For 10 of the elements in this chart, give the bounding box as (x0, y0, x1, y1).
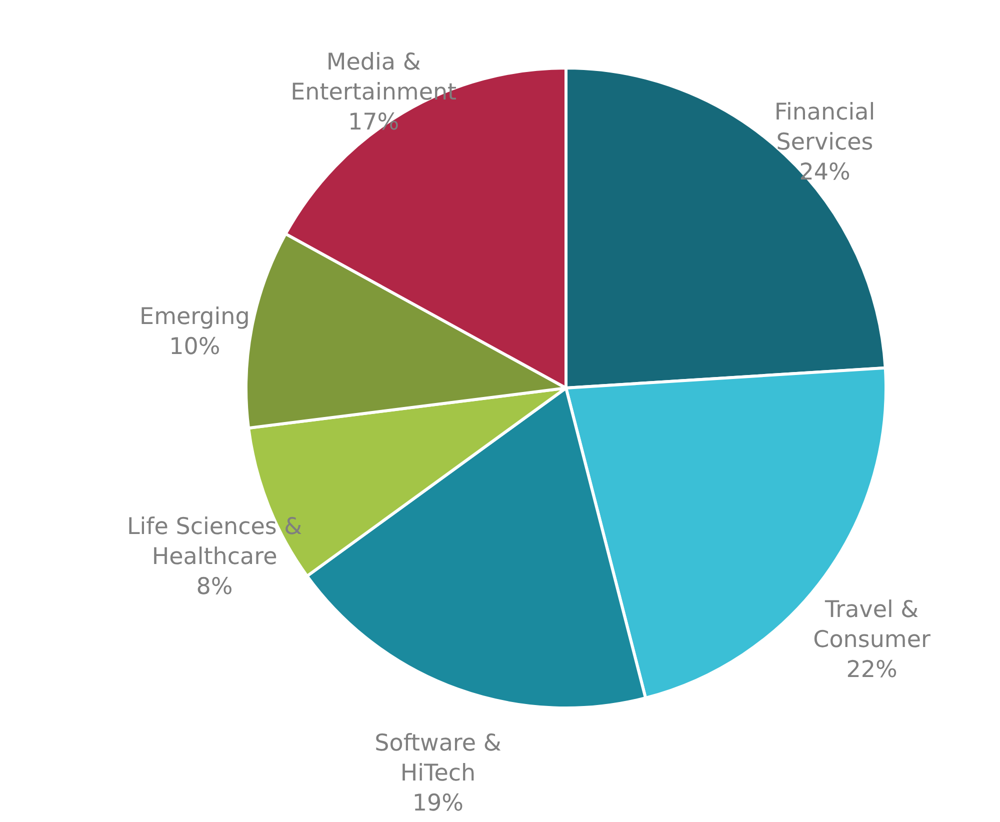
data-label: 10% (169, 334, 220, 360)
data-label: 22% (846, 657, 898, 684)
slice-label: Travel & Consumer (813, 597, 931, 654)
data-label: 8% (196, 574, 233, 600)
slice-label: Financial Services (774, 99, 876, 156)
data-label: 24% (799, 159, 850, 186)
data-label: 19% (412, 790, 464, 817)
slice-label: Software & HiTech (374, 730, 502, 787)
slice-label: Emerging (140, 304, 250, 330)
slice-label: Life Sciences & Healthcare (126, 514, 302, 570)
